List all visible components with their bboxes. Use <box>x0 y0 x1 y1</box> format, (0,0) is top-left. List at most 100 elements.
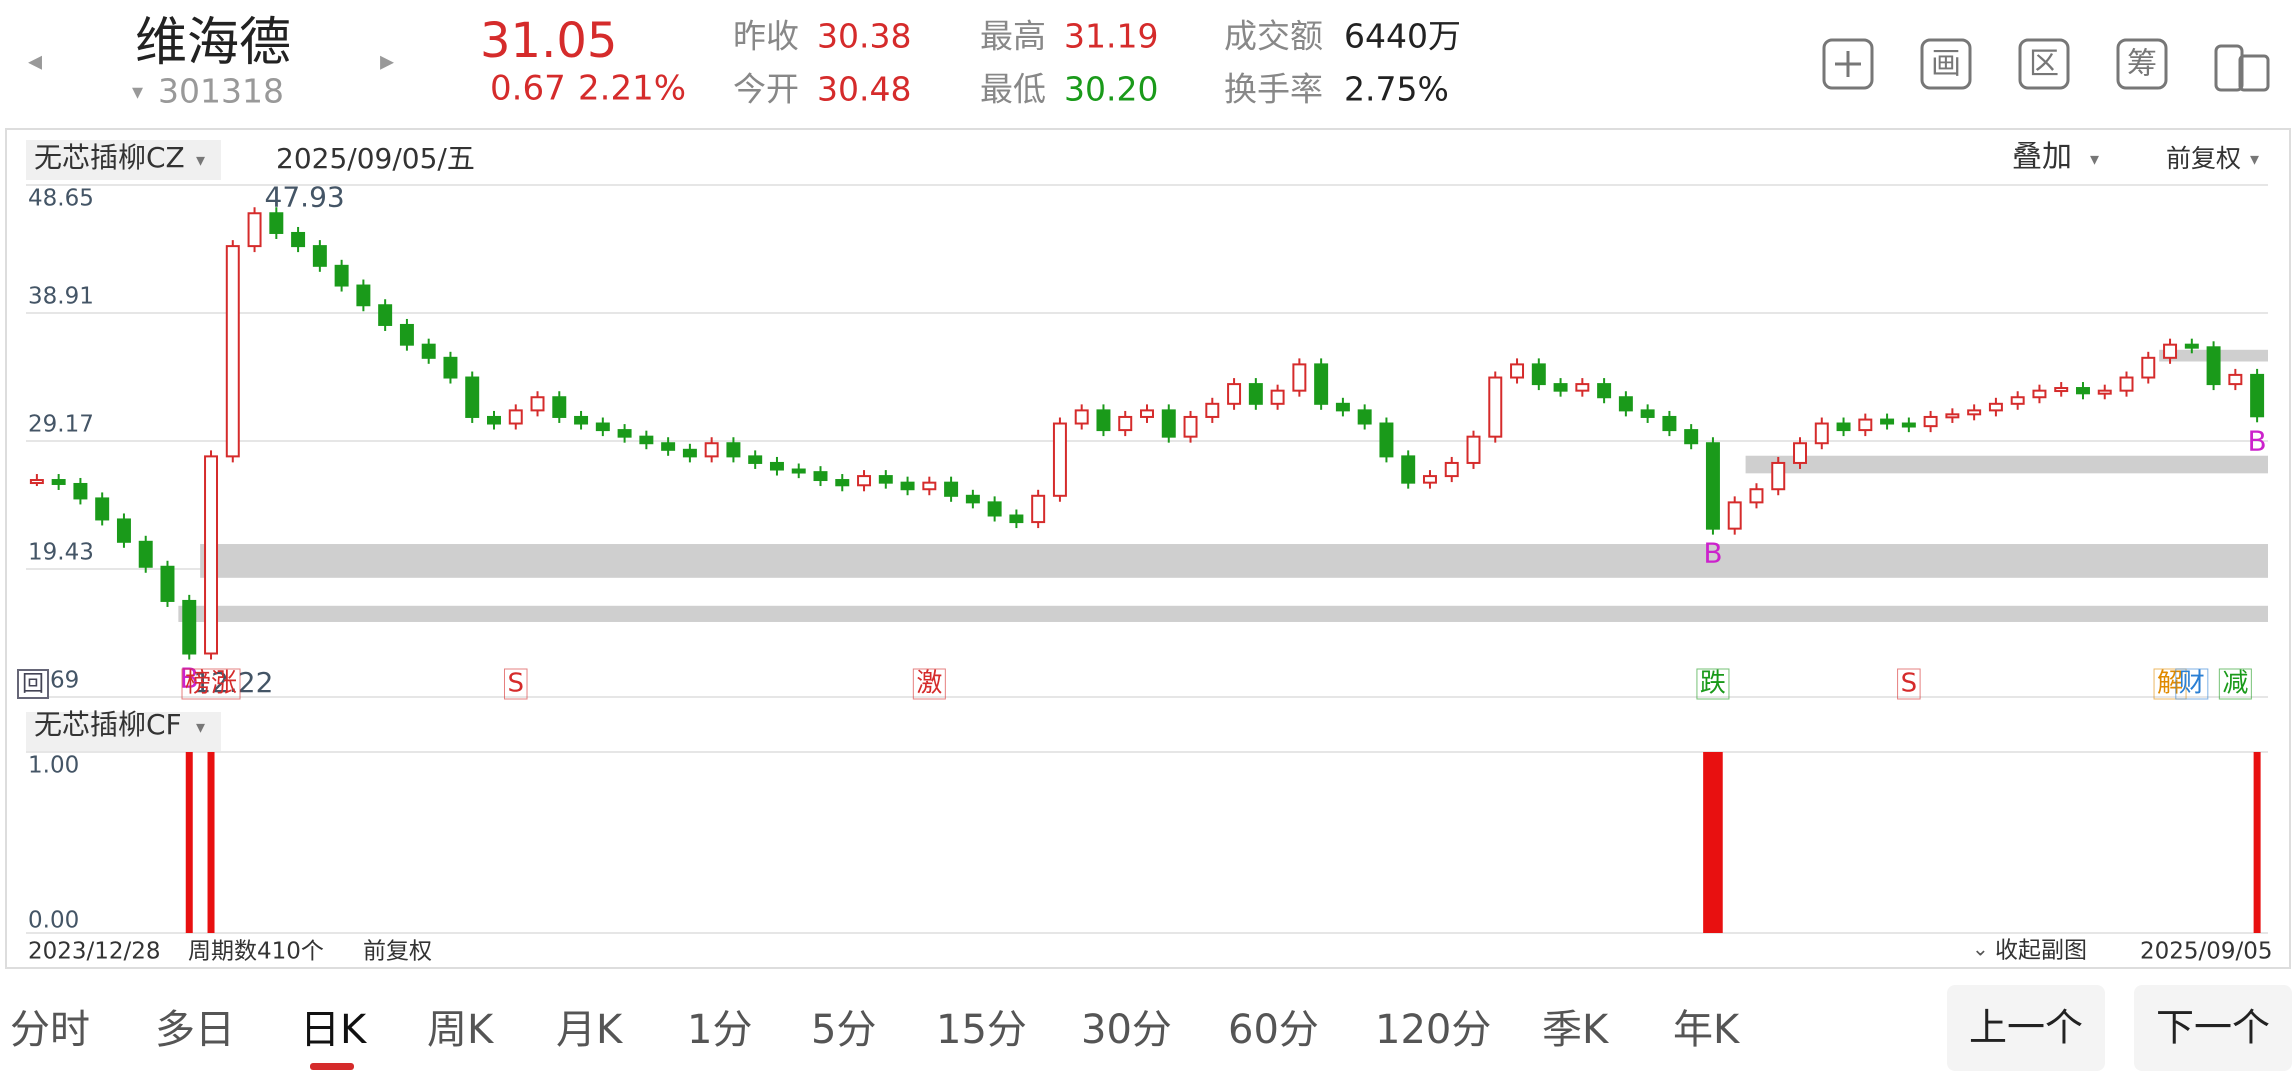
candle <box>465 376 480 418</box>
candle <box>2250 373 2265 418</box>
candle <box>1314 363 1329 405</box>
phone-icon[interactable] <box>2214 44 2270 92</box>
candle <box>1227 383 1242 405</box>
candle <box>1814 422 1829 445</box>
candle <box>1292 363 1307 392</box>
tab[interactable]: 分时 <box>10 1007 90 1053</box>
candle <box>878 475 893 484</box>
tool-icon-label[interactable]: 区 <box>2029 47 2059 82</box>
tool-icon-label[interactable]: 画 <box>1931 47 1961 82</box>
buy-signal: B <box>2248 424 2267 457</box>
candle <box>1531 363 1546 386</box>
tab[interactable]: 5分 <box>811 1007 876 1053</box>
candle <box>269 212 284 234</box>
tab[interactable]: 年K <box>1673 1007 1741 1053</box>
candle <box>1597 383 1612 399</box>
candle <box>726 442 741 458</box>
tab[interactable]: 月K <box>556 1007 624 1053</box>
candle <box>1052 422 1067 497</box>
candle <box>247 212 262 248</box>
tool-icon[interactable] <box>2018 38 2070 90</box>
candle <box>1379 422 1394 458</box>
candle <box>639 435 654 445</box>
tab[interactable]: 120分 <box>1375 1007 1491 1053</box>
candle <box>1074 409 1089 425</box>
candle <box>661 442 676 451</box>
candle <box>291 231 306 248</box>
event-marker-box <box>2218 668 2252 700</box>
tab[interactable]: 60分 <box>1228 1007 1319 1053</box>
stat-label: 成交额 <box>1224 17 1323 56</box>
event-marker-box <box>1696 668 1730 700</box>
tab[interactable]: 多日 <box>155 1007 235 1053</box>
stock-code: 301318 <box>158 72 284 111</box>
stat-value: 30.38 <box>817 17 911 56</box>
replay[interactable]: 回 <box>22 672 44 697</box>
tab[interactable]: 日K <box>300 1007 368 1053</box>
tab[interactable]: 周K <box>427 1007 495 1053</box>
tool-icon-label[interactable]: 筹 <box>2127 47 2157 82</box>
candle <box>443 356 458 379</box>
active-tab-underline <box>310 1063 354 1070</box>
next-label[interactable]: 下一个 <box>2156 1006 2270 1050</box>
candle <box>1205 402 1220 418</box>
candle <box>51 479 66 485</box>
candle <box>1096 409 1111 432</box>
stat-value: 30.20 <box>1064 70 1158 109</box>
prev-stock[interactable]: ◂ <box>28 44 42 77</box>
event-marker-box <box>503 668 528 700</box>
candle <box>944 481 959 497</box>
next-button[interactable] <box>2134 985 2292 1071</box>
tool-icon[interactable] <box>2116 38 2168 90</box>
sub-indicator[interactable]: 无芯插柳CF <box>34 708 182 741</box>
candle <box>2119 376 2134 392</box>
candle <box>1945 413 1960 419</box>
candle <box>965 494 980 504</box>
tab[interactable]: 15分 <box>936 1007 1027 1053</box>
tab[interactable]: 1分 <box>687 1007 752 1053</box>
candle <box>1575 383 1590 392</box>
stat-label: 最高 <box>980 17 1046 56</box>
candle <box>399 323 414 346</box>
prev-button[interactable] <box>1947 985 2105 1071</box>
indicator-box[interactable] <box>26 140 221 180</box>
tab[interactable]: 30分 <box>1081 1007 1172 1053</box>
max-label: 47.93 <box>265 180 345 213</box>
candle <box>1749 488 1764 504</box>
stat-value: 6440万 <box>1344 17 1461 56</box>
adjust[interactable]: 前复权 <box>2166 144 2241 173</box>
event-marker-box <box>181 668 241 700</box>
caret: ▾ <box>196 150 205 171</box>
candle <box>204 455 219 655</box>
candle <box>1248 383 1263 405</box>
candle <box>312 245 327 267</box>
candle <box>116 518 131 543</box>
tab[interactable]: 季K <box>1542 1007 1610 1053</box>
overlay[interactable]: 叠加 <box>2012 140 2072 175</box>
candle <box>487 415 501 425</box>
candle <box>225 245 240 458</box>
candle <box>2010 396 2025 405</box>
sub-indicator-box[interactable] <box>26 712 221 752</box>
event-marker: S <box>507 669 524 699</box>
candle <box>2163 343 2178 359</box>
replay-box[interactable] <box>17 669 49 699</box>
change: 0.67 <box>490 69 566 109</box>
tool-icon[interactable] <box>1920 38 1972 90</box>
candle <box>1988 402 2003 412</box>
event-marker-box <box>2153 668 2187 700</box>
candle <box>1140 409 1154 418</box>
prev-label[interactable]: 上一个 <box>1969 1006 2083 1050</box>
support-zone <box>178 605 2269 622</box>
stat-label: 最低 <box>980 70 1046 109</box>
collapse[interactable]: 收起副图 <box>1995 938 2087 964</box>
next-stock[interactable]: ▸ <box>380 44 394 77</box>
stat-label: 换手率 <box>1224 70 1323 109</box>
caret: ▾ <box>196 717 205 738</box>
plus-icon[interactable] <box>1822 38 1874 90</box>
stat-value: 30.48 <box>817 70 911 109</box>
candle <box>1880 418 1895 425</box>
candle <box>813 471 828 482</box>
candle <box>1705 442 1720 530</box>
indicator[interactable]: 无芯插柳CZ <box>34 141 185 174</box>
